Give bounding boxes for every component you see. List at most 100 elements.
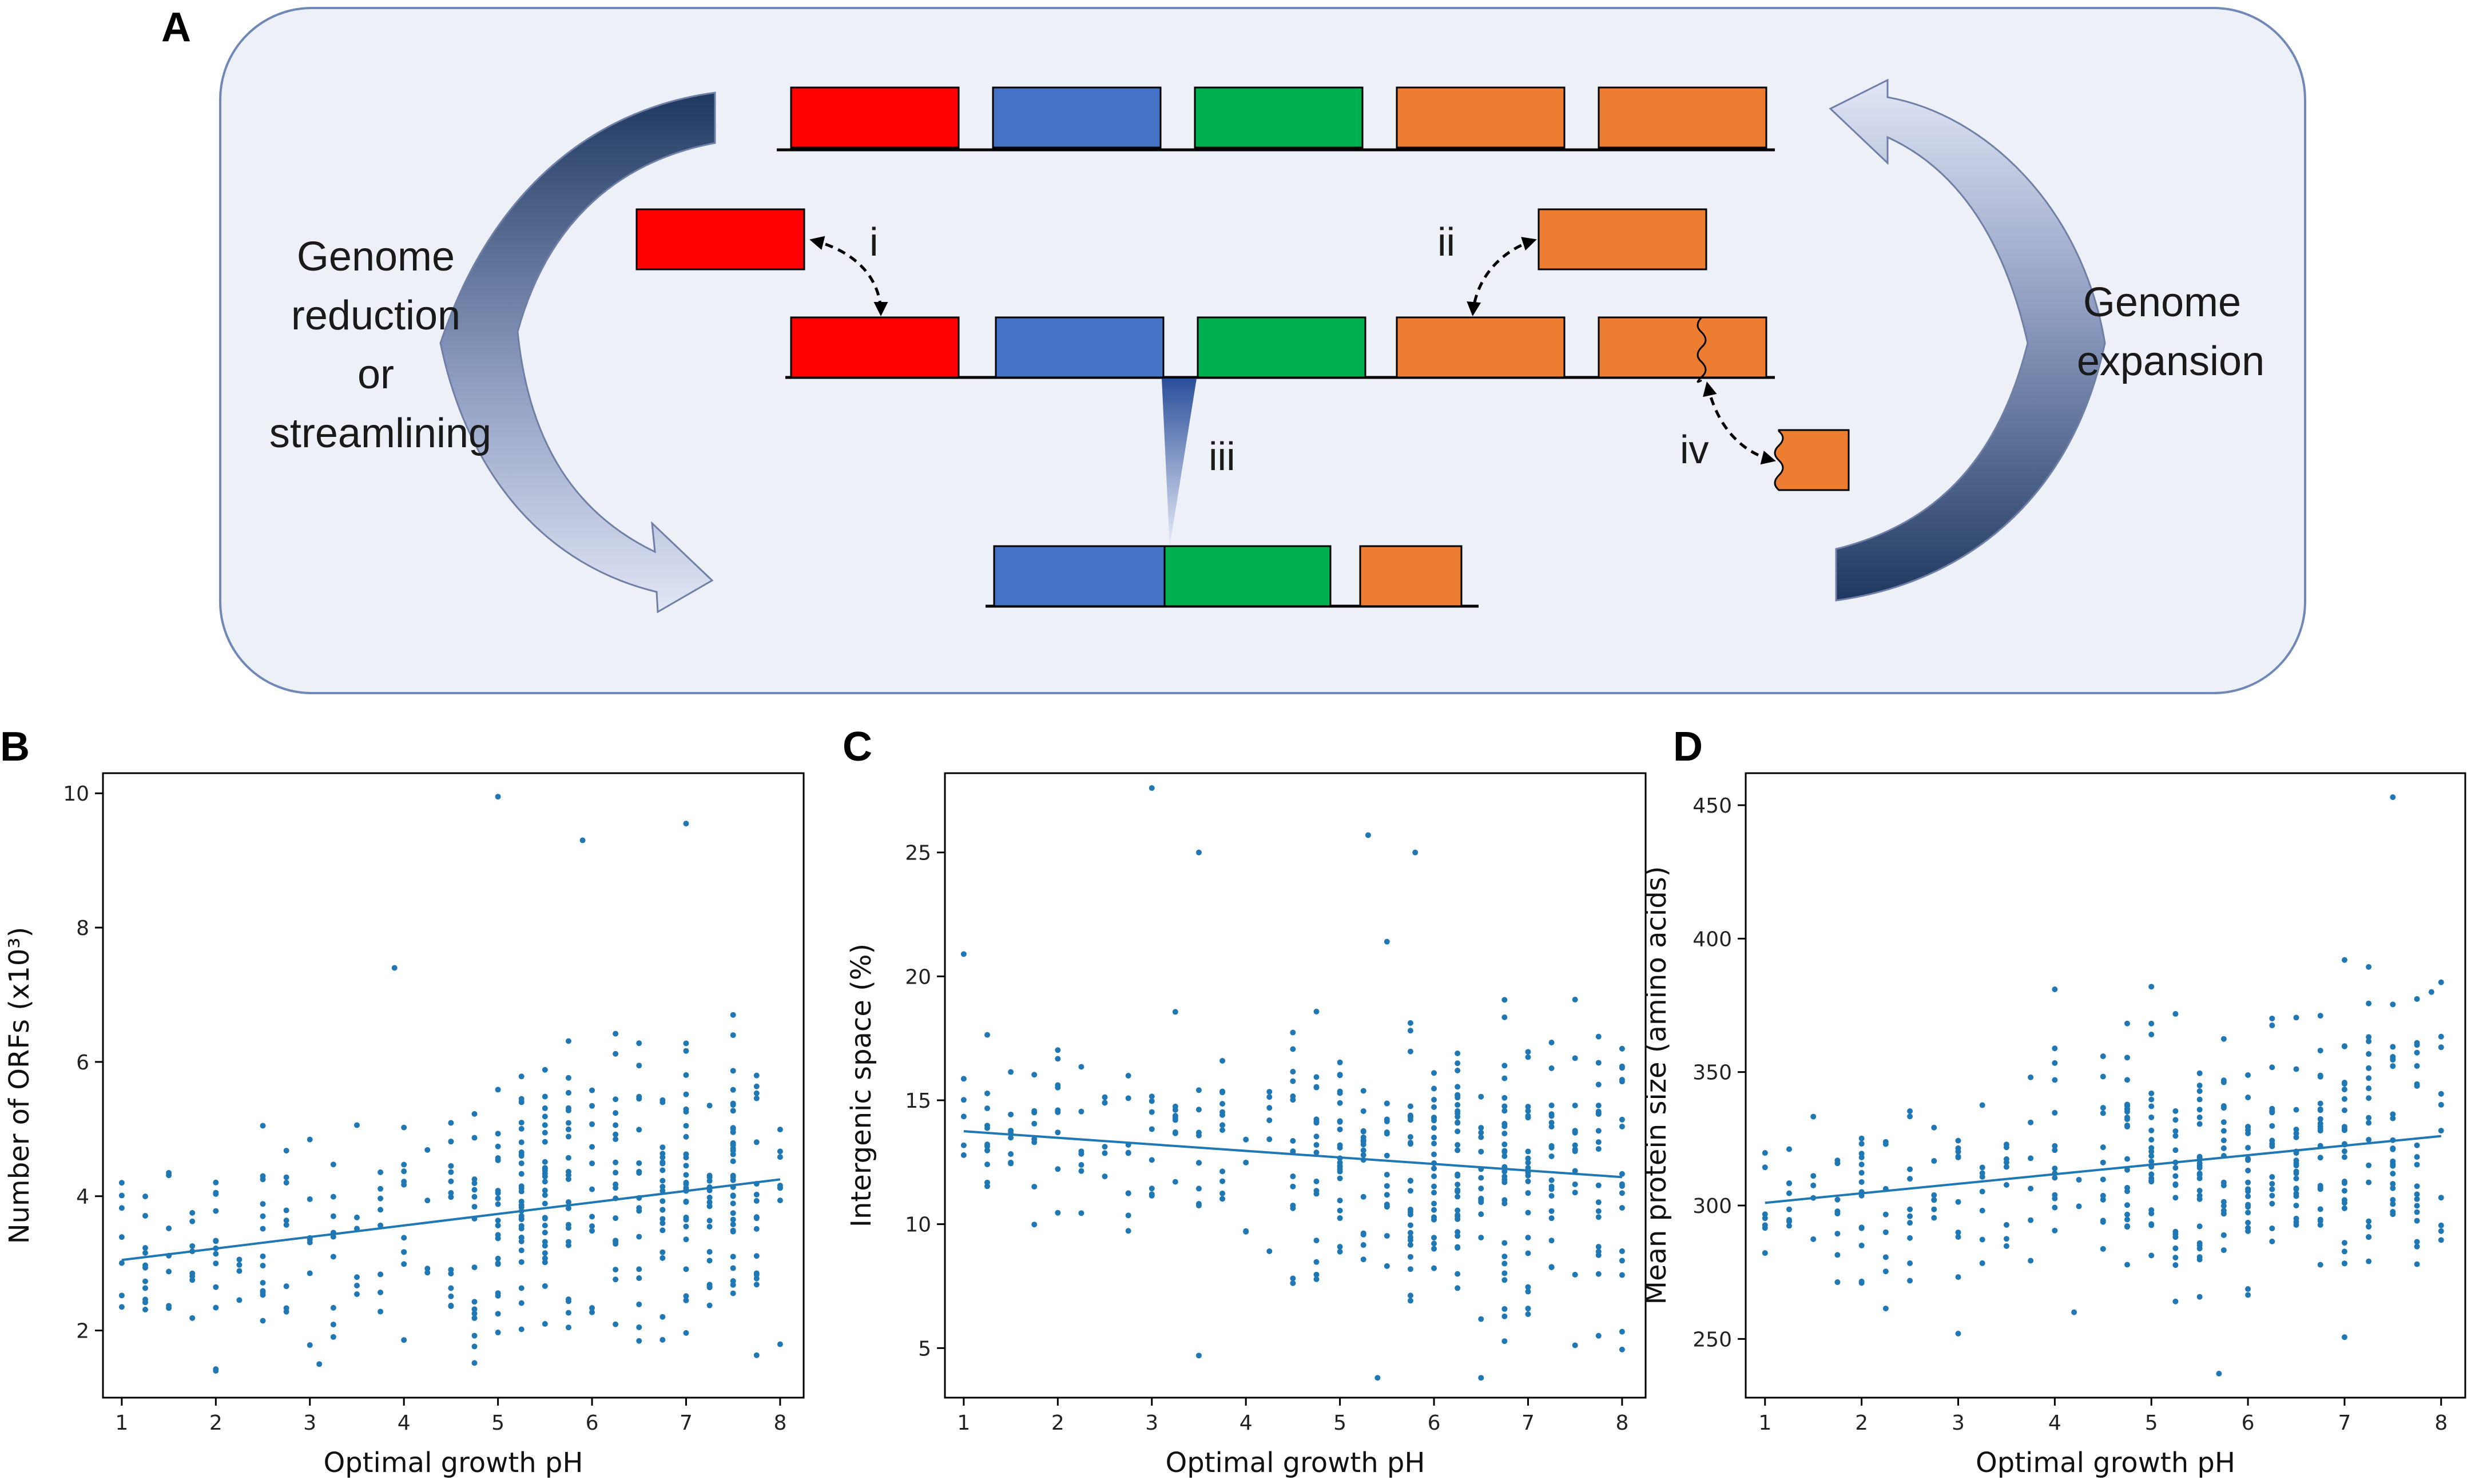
data-point (1501, 1179, 1508, 1185)
data-point (1219, 1196, 1226, 1202)
data-point (495, 1087, 501, 1093)
data-point (1834, 1252, 1841, 1258)
data-point (730, 1068, 736, 1074)
data-point (1455, 1216, 1461, 1222)
data-point (1008, 1111, 1014, 1117)
data-point (1455, 1212, 1461, 1218)
data-point (2414, 1183, 2420, 1189)
data-point (2341, 1080, 2347, 1086)
data-point (730, 1210, 736, 1216)
data-point (1595, 1081, 1602, 1088)
data-point (542, 1215, 548, 1221)
data-point (2245, 1193, 2251, 1199)
data-point (542, 1239, 548, 1245)
data-point (2172, 1228, 2179, 1235)
data-point (213, 1208, 219, 1214)
data-point (2148, 1177, 2155, 1184)
data-point (730, 1142, 736, 1148)
data-point (2052, 1077, 2058, 1083)
data-point (330, 1334, 336, 1340)
data-point (1313, 1191, 1320, 1197)
data-point (1031, 1120, 1038, 1127)
data-point (213, 1191, 219, 1197)
data-point (1008, 1159, 1014, 1165)
scatter-plot-intergenic: 1 2 3 4 5 6 7 8 5 10 15 20 25 Optimal growth pH Interg… (845, 772, 1647, 1479)
data-point (1979, 1164, 1985, 1171)
data-point (1337, 1142, 1343, 1148)
data-point (2003, 1164, 2009, 1170)
data-point (307, 1136, 313, 1143)
data-point (189, 1273, 196, 1279)
data-point (1572, 1148, 1578, 1155)
data-point (706, 1258, 713, 1264)
data-point (2366, 1258, 2372, 1264)
data-point (1384, 1263, 1390, 1269)
data-point (260, 1253, 266, 1259)
data-point (542, 1192, 548, 1198)
data-point (1365, 832, 1371, 838)
label-iv: iv (1680, 427, 1709, 472)
data-point (730, 1216, 736, 1223)
data-point (2414, 1040, 2420, 1046)
data-point (1431, 1246, 1437, 1252)
data-point (542, 1222, 548, 1228)
data-point (1290, 1148, 1296, 1155)
data-point (2220, 1105, 2227, 1111)
data-point (1525, 1235, 1531, 1241)
data-point (683, 1199, 689, 1205)
data-point (2293, 1127, 2299, 1133)
data-point (1055, 1129, 1061, 1136)
data-point (2341, 1096, 2347, 1102)
data-point (2366, 964, 2372, 970)
data-point (2196, 1172, 2203, 1178)
data-point (542, 1093, 548, 1100)
data-point (2172, 1147, 2179, 1153)
gene-orange-2 (1598, 86, 1767, 149)
data-point (1907, 1108, 1913, 1115)
gene-blue (995, 316, 1165, 379)
data-point (2148, 1171, 2155, 1177)
data-point (495, 794, 501, 800)
data-point (2317, 1126, 2323, 1132)
data-point (613, 1096, 619, 1103)
data-point (518, 1247, 525, 1254)
data-point (1619, 1077, 1625, 1083)
data-point (1810, 1182, 1817, 1188)
data-point (2293, 1203, 2299, 1209)
arrow-iv (1703, 381, 1776, 465)
data-point (2428, 989, 2434, 995)
y-axis-label: Number of ORFs (x10³) (3, 927, 35, 1244)
data-point (1455, 1092, 1461, 1098)
reduction-label: Genome reduction or streamlining (269, 234, 491, 456)
data-point (1455, 1181, 1461, 1188)
data-point (753, 1191, 760, 1197)
data-point (1290, 1029, 1296, 1036)
data-point (1548, 1153, 1555, 1159)
data-point (330, 1304, 336, 1311)
data-point (565, 1089, 571, 1096)
data-point (2196, 1196, 2203, 1202)
data-point (613, 1051, 619, 1057)
data-point (542, 1250, 548, 1256)
data-point (660, 1198, 666, 1204)
data-point (683, 1133, 689, 1140)
data-point (1149, 1098, 1155, 1104)
data-point (1572, 1142, 1578, 1148)
data-point (2438, 1237, 2444, 1243)
data-point (2052, 1165, 2058, 1172)
data-point (2341, 1107, 2347, 1113)
data-point (2414, 1049, 2420, 1056)
data-point (1337, 1072, 1343, 1079)
data-point (565, 1133, 571, 1140)
data-point (495, 1131, 501, 1137)
data-point (1407, 1188, 1413, 1194)
data-point (565, 1310, 571, 1316)
data-point (1762, 1250, 1768, 1256)
data-point (2341, 1127, 2347, 1133)
data-point (260, 1176, 266, 1183)
data-point (2172, 1108, 2179, 1114)
data-point (2438, 1091, 2444, 1097)
data-point (2390, 1197, 2396, 1203)
data-point (1572, 996, 1578, 1002)
data-point (1055, 1056, 1061, 1062)
